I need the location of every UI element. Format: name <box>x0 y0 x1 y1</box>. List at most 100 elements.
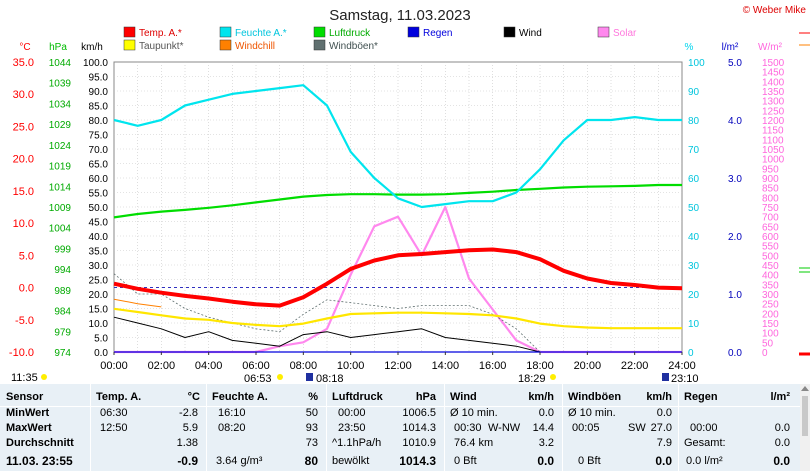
hpa-tick-label: 974 <box>54 348 71 359</box>
solar-tick-label: 1050 <box>762 145 785 156</box>
pct-tick-label: 80 <box>688 116 700 127</box>
min-feuchte-value: 50 <box>305 407 318 419</box>
legend-swatch-0 <box>123 26 136 38</box>
kmh-tick-label: 100.0 <box>83 58 108 69</box>
temp-tick-label: 15.0 <box>13 186 34 198</box>
kmh-tick-label: 50.0 <box>89 203 109 214</box>
temp-tick-label: 10.0 <box>13 218 34 230</box>
solar-tick-label: 1450 <box>762 68 785 79</box>
solar-tick-label: 50 <box>762 338 774 349</box>
temp-tick-label: 20.0 <box>13 154 34 166</box>
legend-label-2: Feuchte A.* <box>235 28 287 39</box>
axis-units: °C hPa km/h % l/m² W/m² <box>19 42 782 53</box>
solar-tick-label: 1350 <box>762 87 785 98</box>
series-line-wind <box>113 316 682 353</box>
max-luft-time: 23:50 <box>338 422 366 434</box>
row-label-max: MaxWert <box>6 422 52 434</box>
solar-tick-label: 400 <box>762 271 779 282</box>
x-tick-label: 24:00 <box>668 360 696 372</box>
row-label-min: MinWert <box>6 407 50 419</box>
hpa-tick-label: 1034 <box>49 99 72 110</box>
solar-tick-label: 100 <box>762 329 779 340</box>
max-luft-value: 1014.3 <box>402 422 436 434</box>
current-luft-value: 1014.3 <box>399 454 436 468</box>
avg-luft-value: 1010.9 <box>402 437 436 449</box>
hpa-tick-label: 1044 <box>49 58 72 69</box>
rain-tick-label: 5.0 <box>728 58 742 69</box>
x-tick-label: 10:00 <box>337 360 365 372</box>
sunrise-time-label: 06:53 <box>244 373 272 384</box>
scroll-thumb[interactable] <box>802 396 808 436</box>
kmh-tick-label: 30.0 <box>89 261 109 272</box>
temp-tick-label: 0.0 <box>19 283 34 295</box>
current-wind-bft: 0 Bft <box>454 455 477 467</box>
header-wind-unit: km/h <box>528 391 554 403</box>
solar-unit: W/m² <box>758 42 783 53</box>
pct-tick-label: 100 <box>688 58 705 69</box>
kmh-tick-label: 15.0 <box>89 305 109 316</box>
solar-tick-label: 0 <box>762 348 768 359</box>
x-tick-label: 08:00 <box>290 360 318 372</box>
legend-swatch-6 <box>407 26 420 38</box>
sunset-time-label: 18:29 <box>518 373 546 384</box>
rain-tick-label: 1.0 <box>728 290 742 301</box>
current-regen-rate: 0.0 l/m² <box>686 455 723 467</box>
x-tick-label: 06:00 <box>242 360 270 372</box>
max-regen-value: 0.0 <box>774 422 790 434</box>
kmh-tick-label: 90.0 <box>89 87 109 98</box>
solar-tick-label: 250 <box>762 300 779 311</box>
solar-tick-label: 550 <box>762 242 779 253</box>
kmh-tick-label: 80.0 <box>89 116 109 127</box>
avg-boeen-value: 7.9 <box>656 437 672 449</box>
solar-tick-label: 350 <box>762 280 779 291</box>
solar-tick-label: 600 <box>762 232 779 243</box>
temp-tick-label: 5.0 <box>19 250 34 262</box>
series-line-windchill <box>113 298 162 308</box>
kmh-tick-label: 55.0 <box>89 189 109 200</box>
kmh-tick-label: 70.0 <box>89 145 109 156</box>
kmh-tick-label: 60.0 <box>89 174 109 185</box>
legend-swatch-3 <box>219 39 232 51</box>
solar-tick-label: 300 <box>762 290 779 301</box>
header-windboeen: Windböen <box>568 391 622 403</box>
solar-tick-label: 1150 <box>762 126 784 137</box>
pct-tick-label: 0 <box>688 348 694 359</box>
series-line-temp-a <box>113 247 683 308</box>
header-wind: Wind <box>450 391 477 403</box>
scroll-up-arrow-icon[interactable] <box>801 386 809 391</box>
series-line-taupunkt <box>113 307 682 330</box>
kmh-tick-label: 40.0 <box>89 232 109 243</box>
max-regen-time: 00:00 <box>690 422 718 434</box>
solar-tick-label: 1200 <box>762 116 785 127</box>
temp-tick-label: 35.0 <box>13 57 34 69</box>
hpa-unit: hPa <box>49 42 67 53</box>
current-wind-value: 0.0 <box>537 454 554 468</box>
pct-tick-label: 60 <box>688 174 700 185</box>
avg-wind-distance: 76.4 km <box>454 437 494 449</box>
max-feuchte-time: 08:20 <box>218 422 246 434</box>
x-tick-label: 02:00 <box>148 360 176 372</box>
series-line-feuchte-a <box>113 84 682 209</box>
moonset-icon <box>662 373 669 381</box>
current-luft-description: bewölkt <box>332 455 370 467</box>
column-divider <box>326 384 327 471</box>
temp-tick-label: 30.0 <box>13 89 34 101</box>
pct-unit: % <box>685 42 694 53</box>
moonrise-icon <box>306 373 313 381</box>
current-temp-value: -0.9 <box>177 454 198 468</box>
kmh-tick-label: 0.0 <box>94 348 108 359</box>
vertical-scrollbar[interactable] <box>800 384 810 471</box>
solar-tick-label: 650 <box>762 222 779 233</box>
pct-tick-label: 40 <box>688 232 700 243</box>
solar-tick-label: 700 <box>762 213 779 224</box>
x-tick-label: 18:00 <box>526 360 554 372</box>
hpa-tick-label: 1019 <box>49 162 72 173</box>
x-tick-label: 20:00 <box>574 360 602 372</box>
header-regen: Regen <box>684 391 718 403</box>
moonset-time-label: 23:10 <box>671 373 699 384</box>
min-feuchte-time: 16:10 <box>218 407 246 419</box>
legend-label-3: Windchill <box>235 41 275 52</box>
temp-tick-label: -5.0 <box>15 315 34 327</box>
solar-tick-label: 150 <box>762 319 779 330</box>
solar-tick-label: 950 <box>762 164 779 175</box>
